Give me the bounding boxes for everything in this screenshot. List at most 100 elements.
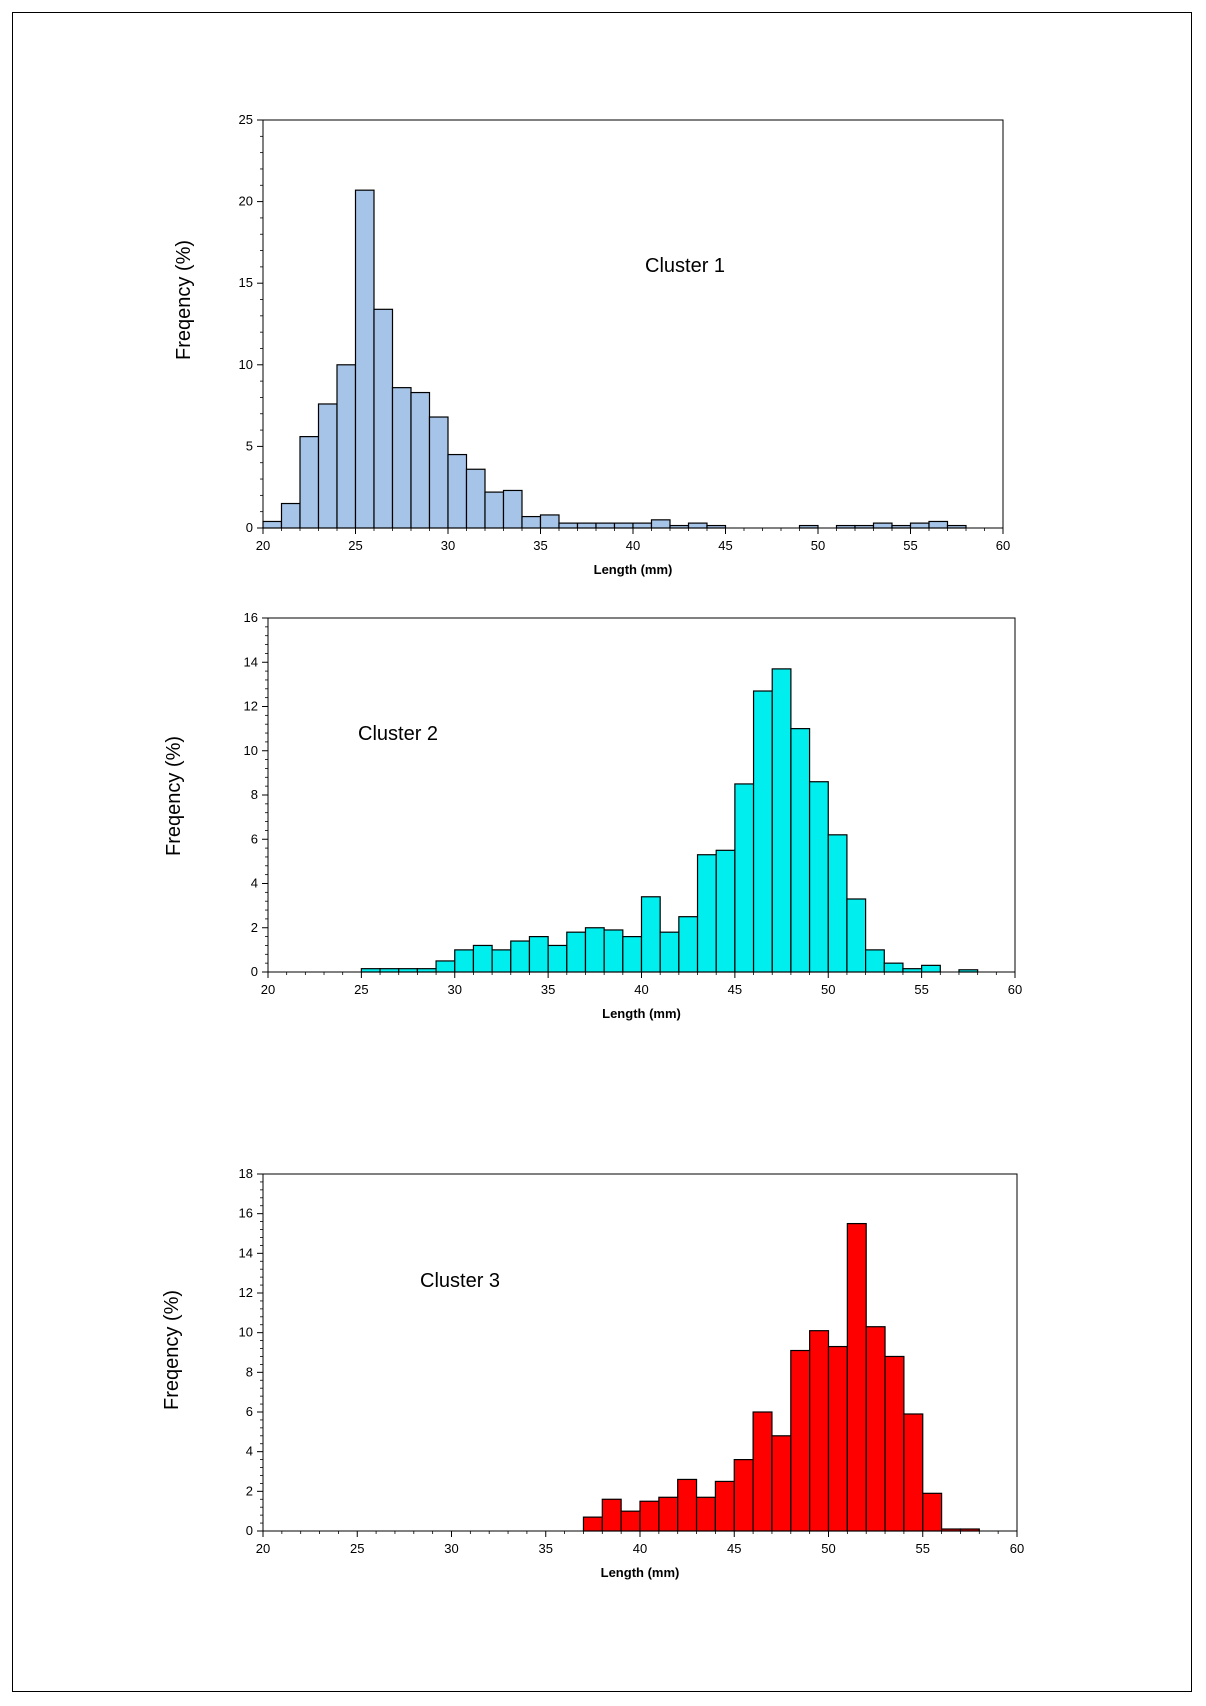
histogram-bar (659, 931, 680, 973)
y-tick-label: 0 (246, 1523, 253, 1538)
x-tick-label: 25 (348, 538, 362, 553)
y-tick-label: 18 (239, 1166, 253, 1181)
histogram-bar (262, 520, 283, 529)
histogram-bar (613, 522, 634, 529)
histogram-bar (454, 949, 475, 973)
x-tick-label: 40 (633, 1541, 647, 1556)
histogram-cluster-3: 20 25 30 35 40 45 50 55 60 0 2 4 6 8 10 12 14 16 18 Cluste… (161, 1166, 1024, 1580)
x-tick-label: 35 (541, 982, 555, 997)
y-tick-label: 6 (251, 831, 258, 846)
histogram-bar (658, 1496, 679, 1532)
cluster-label: Cluster 1 (645, 255, 725, 277)
histogram-bar (547, 944, 568, 973)
y-tick-label: 10 (244, 743, 258, 758)
y-tick-label: 0 (251, 964, 258, 979)
histogram-bar (428, 416, 449, 529)
histogram-bar (864, 949, 885, 973)
histogram-bar (491, 949, 512, 973)
histogram-cluster-2: 20 25 30 35 40 45 50 55 60 0 2 4 6 8 10 12 14 16 Cluster … (163, 610, 1022, 1021)
histogram-bar (734, 783, 755, 973)
histogram-bar (872, 522, 893, 529)
y-tick-label: 6 (246, 1404, 253, 1419)
histogram-bar (733, 1459, 754, 1532)
histogram-bar (865, 1326, 886, 1532)
histogram-bar (280, 502, 301, 529)
y-tick-label: 16 (244, 610, 258, 625)
x-tick-label: 30 (441, 538, 455, 553)
x-tick-label: 25 (350, 1541, 364, 1556)
histogram-bar (539, 514, 560, 529)
y-axis-title: Freqency (%) (173, 240, 195, 360)
x-tick-label: 20 (256, 1541, 270, 1556)
x-tick-label: 55 (914, 982, 928, 997)
histogram-bar (928, 520, 949, 529)
bars-cluster-2 (360, 668, 979, 973)
y-tick-label: 10 (239, 1325, 253, 1340)
histogram-cluster-1: 20 25 30 35 40 45 50 55 60 0 5 10 15 20 25 Cluster 1 L… (173, 112, 1011, 577)
x-tick-label: 35 (533, 538, 547, 553)
y-tick-label: 4 (251, 876, 258, 891)
x-tick-label: 40 (626, 538, 640, 553)
y-tick-label: 4 (246, 1444, 253, 1459)
histogram-bar (752, 1411, 773, 1532)
y-tick-label: 0 (246, 520, 253, 535)
histogram-bar (502, 489, 523, 529)
x-tick-label: 45 (727, 1541, 741, 1556)
x-tick-label: 30 (444, 1541, 458, 1556)
x-axis-title: Length (mm) (602, 1006, 681, 1021)
y-tick-label: 8 (246, 1364, 253, 1379)
y-tick-label: 12 (244, 699, 258, 714)
histogram-bar (790, 1349, 811, 1532)
histogram-bar (650, 519, 671, 529)
y-tick-label: 20 (239, 194, 253, 209)
x-tick-label: 30 (448, 982, 462, 997)
x-tick-label: 45 (728, 982, 742, 997)
histogram-bar (827, 834, 848, 973)
histogram-bar (595, 522, 616, 529)
histogram-bar (790, 728, 811, 973)
y-axis-title: Freqency (%) (163, 736, 185, 856)
histogram-bar (391, 387, 412, 529)
histogram-bar (510, 940, 531, 973)
y-tick-label: 14 (244, 654, 258, 669)
x-tick-label: 20 (256, 538, 270, 553)
y-tick-label: 14 (239, 1245, 253, 1260)
histogram-bar (639, 1500, 660, 1532)
histogram-bar (883, 962, 904, 973)
histogram-bar (846, 1222, 867, 1532)
histogram-bar (336, 364, 357, 529)
histogram-bar (809, 1330, 830, 1532)
x-axis-title: Length (mm) (594, 562, 673, 577)
axes-cluster-1: 20 25 30 35 40 45 50 55 60 0 5 10 15 20 25 (239, 112, 1011, 553)
x-tick-label: 50 (821, 982, 835, 997)
x-tick-label: 60 (1008, 982, 1022, 997)
histogram-bar (715, 849, 736, 973)
histogram-bar (299, 436, 320, 529)
x-tick-label: 50 (811, 538, 825, 553)
histogram-bar (582, 1516, 603, 1532)
histogram-bar (903, 1413, 924, 1532)
histogram-bar (884, 1355, 905, 1532)
histogram-bar (373, 308, 394, 529)
histogram-bar (808, 781, 829, 973)
histogram-bar (601, 1498, 622, 1532)
y-tick-label: 2 (246, 1483, 253, 1498)
y-tick-label: 10 (239, 357, 253, 372)
histogram-bar (771, 668, 792, 973)
histogram-bar (909, 522, 930, 529)
bars-cluster-3 (582, 1222, 980, 1532)
histogram-bar (771, 1435, 792, 1532)
histogram-bar (410, 391, 431, 529)
x-tick-label: 35 (539, 1541, 553, 1556)
histogram-bar (584, 927, 605, 973)
histogram-bar (846, 898, 867, 973)
histogram-bar (695, 1496, 716, 1532)
histogram-bar (622, 936, 643, 973)
histogram-bar (752, 690, 773, 973)
x-tick-label: 20 (261, 982, 275, 997)
histogram-bar (922, 1492, 943, 1532)
histogram-bar (827, 1345, 848, 1532)
histogram-bar (696, 854, 717, 973)
histogram-bar (521, 515, 542, 529)
x-tick-label: 25 (354, 982, 368, 997)
